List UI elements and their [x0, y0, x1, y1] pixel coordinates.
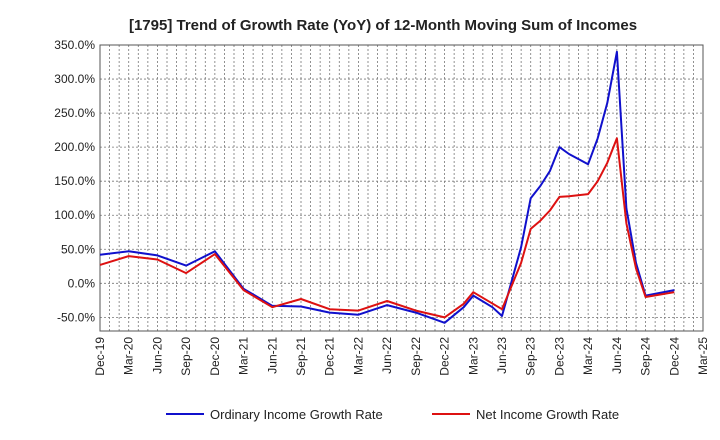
series-lines [99, 50, 675, 324]
y-tick-label: 100.0% [54, 208, 95, 222]
x-tick-label: Mar-23 [466, 337, 480, 375]
x-tick-label: Mar-21 [237, 337, 251, 375]
x-tick-label: Sep-24 [639, 337, 653, 376]
x-tick-label: Mar-20 [122, 337, 136, 375]
x-tick-label: Jun-20 [150, 337, 164, 374]
x-tick-label: Jun-22 [380, 337, 394, 374]
y-tick-label: 350.0% [54, 38, 95, 52]
x-tick-label: Mar-25 [696, 337, 710, 375]
x-tick-label: Mar-24 [581, 337, 595, 375]
y-axis: 350.0% 300.0% 250.0% 200.0% 150.0% 100.0% 50.0… [54, 38, 95, 324]
legend-label-ordinary: Ordinary Income Growth Rate [210, 407, 383, 422]
x-tick-label: Dec-24 [667, 337, 681, 376]
x-tick-label: Jun-21 [265, 337, 279, 374]
x-tick-label: Dec-21 [323, 337, 337, 376]
x-tick-label: Dec-19 [93, 337, 107, 376]
x-tick-label: Sep-22 [409, 337, 423, 376]
y-tick-label: -50.0% [57, 310, 95, 324]
y-tick-label: 200.0% [54, 140, 95, 154]
x-tick-label: Jun-23 [495, 337, 509, 374]
x-tick-label: Dec-20 [208, 337, 222, 376]
x-tick-label: Sep-23 [524, 337, 538, 376]
x-tick-label: Sep-21 [294, 337, 308, 376]
y-tick-label: 50.0% [61, 242, 95, 256]
x-tick-label: Sep-20 [179, 337, 193, 376]
legend-label-net: Net Income Growth Rate [476, 407, 619, 422]
chart-title: [1795] Trend of Growth Rate (YoY) of 12-… [129, 17, 637, 34]
plot-area [99, 44, 704, 332]
y-tick-label: 250.0% [54, 106, 95, 120]
x-tick-label: Dec-22 [438, 337, 452, 376]
y-tick-label: 300.0% [54, 72, 95, 86]
y-tick-label: 150.0% [54, 174, 95, 188]
x-tick-label: Mar-22 [351, 337, 365, 375]
x-axis: Dec-19 Mar-20 Jun-20 Sep-20 Dec-20 Mar-21 Jun-… [93, 337, 710, 376]
x-tick-label: Jun-24 [610, 337, 624, 374]
x-tick-label: Dec-23 [552, 337, 566, 376]
series-line-net-income [99, 137, 675, 319]
legend: Ordinary Income Growth Rate Net Income G… [166, 407, 619, 422]
y-tick-label: 0.0% [68, 276, 96, 290]
grid [99, 44, 704, 331]
